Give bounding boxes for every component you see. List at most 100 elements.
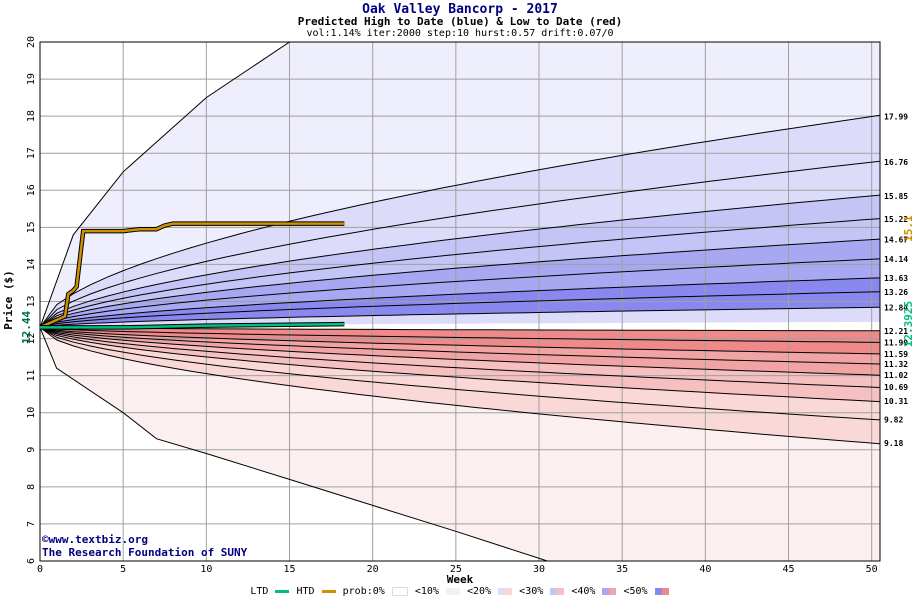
x-tick-label-5: 25: [450, 564, 462, 575]
band-blue-6: [40, 161, 880, 328]
y-tick-label-3: 9: [26, 447, 37, 453]
high-curve-7: [39, 160, 881, 328]
band-red-outer: [40, 327, 880, 561]
y-tick-label-13: 19: [26, 73, 37, 85]
x-tick-label-6: 30: [533, 564, 545, 575]
right-marker-ltd: 12.3925: [902, 301, 915, 347]
credit-block: ©www.textbiz.org The Research Foundation…: [42, 533, 247, 559]
end-label-3: 15.22: [884, 215, 908, 224]
x-tick-label-9: 45: [782, 564, 794, 575]
band-blue-3: [40, 239, 880, 328]
y-tick-label-14: 20: [26, 36, 37, 48]
legend-ltd-swatch: [275, 589, 290, 593]
end-label-17: 9.18: [884, 439, 903, 448]
end-label-6: 13.63: [884, 274, 908, 283]
low-curve-5: [39, 326, 881, 388]
low-curve-2: [39, 326, 881, 355]
band-blue-7: [40, 115, 880, 328]
envelope-lower-line: [39, 327, 548, 562]
legend-b40: <40%: [571, 586, 596, 597]
high-curve-3: [39, 258, 881, 328]
high-curve-2: [39, 277, 881, 328]
y-tick-label-7: 13: [26, 295, 37, 307]
legend-b50: <50%: [623, 586, 648, 597]
legend-htd-swatch: [321, 589, 336, 593]
low-curve-7: [39, 326, 881, 421]
legend-htd-label: HTD: [296, 586, 315, 597]
y-tick-label-2: 8: [26, 484, 37, 490]
legend-swatch-40: [602, 587, 617, 595]
legend: LTD HTD prob:0% <10% <20% <30% <40% <50%: [0, 586, 920, 597]
low-curve-4: [39, 326, 881, 376]
band-blue-5: [40, 195, 880, 328]
band-red-7: [40, 327, 880, 444]
band-red-3: [40, 327, 880, 376]
x-tick-label-7: 35: [616, 564, 628, 575]
credit-org: The Research Foundation of SUNY: [42, 546, 248, 559]
legend-swatch-20: [498, 587, 513, 595]
x-tick-label-3: 15: [283, 564, 295, 575]
high-curve-0: [39, 306, 881, 328]
end-label-12: 11.32: [884, 360, 908, 369]
band-red-5: [40, 327, 880, 402]
x-tick-label-1: 5: [120, 564, 126, 575]
legend-swatch-0: [391, 586, 408, 596]
end-label-7: 13.26: [884, 288, 908, 297]
legend-swatch-50: [654, 587, 669, 595]
x-axis-title: Week: [447, 573, 474, 586]
chart-title: Oak Valley Bancorp - 2017: [362, 2, 558, 17]
end-label-5: 14.14: [884, 255, 908, 264]
low-curve-0: [39, 326, 880, 332]
x-tick-label-0: 0: [37, 564, 43, 575]
end-label-10: 11.90: [884, 338, 908, 347]
low-curve-3: [39, 326, 881, 365]
band-blue-inner: [40, 307, 880, 328]
low-curve-8: [39, 326, 881, 445]
end-label-11: 11.59: [884, 350, 908, 359]
x-tick-label-8: 40: [699, 564, 711, 575]
y-axis-title: Price ($): [2, 270, 15, 330]
end-label-9: 12.21: [884, 327, 908, 336]
end-label-4: 14.67: [884, 236, 908, 245]
band-blue-1: [40, 277, 880, 328]
band-red-6: [40, 327, 880, 420]
y-tick-label-11: 17: [26, 147, 37, 159]
low-curve-6: [39, 326, 881, 403]
band-blue-4: [40, 218, 880, 328]
y-tick-label-6: 12: [26, 333, 37, 345]
x-tick-label-2: 10: [200, 564, 212, 575]
band-red-4: [40, 327, 880, 388]
end-label-13: 11.02: [884, 371, 908, 380]
x-tick-label-10: 50: [866, 564, 878, 575]
y-tick-label-10: 16: [26, 184, 37, 196]
high-curve-1: [39, 291, 881, 328]
band-blue-0: [40, 291, 880, 328]
end-label-2: 15.85: [884, 192, 908, 201]
legend-b20: <20%: [467, 586, 492, 597]
right-marker-htd: 15.1: [902, 215, 915, 242]
high-curve-4: [39, 238, 881, 328]
credit-site-link[interactable]: ©www.textbiz.org: [42, 533, 148, 546]
series-ltd-line: [40, 322, 345, 329]
legend-swatch-30: [550, 587, 565, 595]
end-label-16: 9.82: [884, 415, 903, 424]
legend-b30: <30%: [519, 586, 544, 597]
plot-frame: [39, 41, 881, 562]
end-label-1: 16.76: [884, 158, 908, 167]
legend-swatch-10: [445, 587, 460, 595]
band-blue-outer: [40, 42, 880, 328]
high-curve-5: [39, 218, 881, 328]
legend-ltd-label: LTD: [250, 586, 269, 597]
y-tick-label-5: 11: [26, 370, 37, 382]
y-tick-label-4: 10: [26, 407, 37, 419]
legend-prob-label: prob:0%: [342, 586, 385, 597]
low-curve-1: [39, 326, 881, 343]
chart-subtitle: Predicted High to Date (blue) & Low to D…: [297, 15, 623, 28]
series-htd-line: [39, 222, 345, 329]
high-curve-8: [39, 114, 881, 328]
legend-b10: <10%: [414, 586, 439, 597]
end-label-8: 12.84: [884, 303, 908, 312]
start-price-marker: 12.44: [20, 311, 33, 344]
y-tick-label-1: 7: [26, 521, 37, 527]
chart-params: vol:1.14% iter:2000 step:10 hurst:0.57 d…: [306, 28, 614, 39]
